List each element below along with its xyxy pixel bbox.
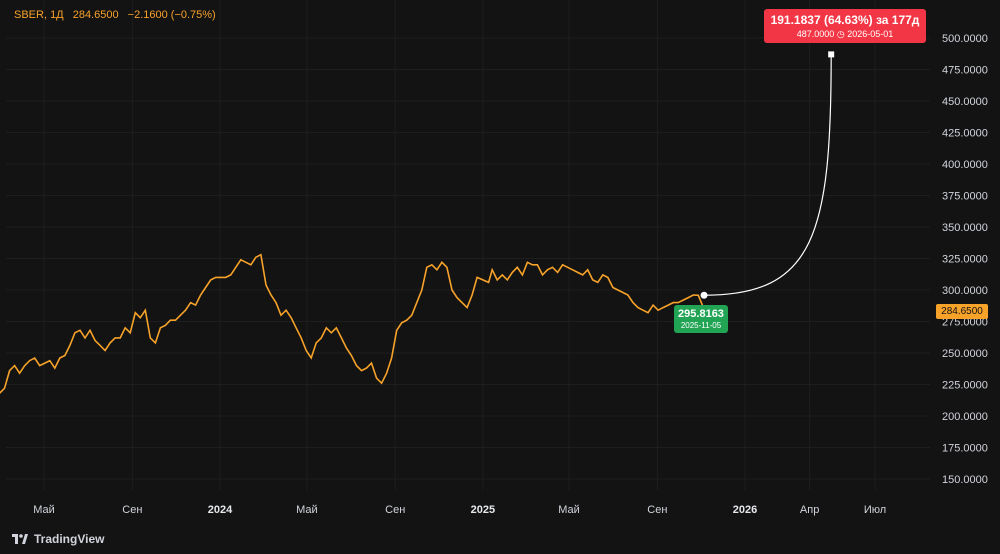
x-axis: Май Сен 2024 Май Сен 2025 Май Сен 2026 Апр Июл <box>33 504 886 516</box>
y-tick-label: 275.0000 <box>942 317 988 329</box>
y-tick-label: 400.0000 <box>942 159 988 171</box>
legend-change: −2.1600 (−0.75%) <box>127 9 216 21</box>
y-tick-label: 300.0000 <box>942 285 988 297</box>
measure-curve[interactable] <box>704 54 832 296</box>
measure-start-label[interactable]: 295.8163 2025-11-05 <box>674 305 728 333</box>
y-tick-label: 150.0000 <box>942 474 988 486</box>
measure-target-date: 2026-05-01 <box>847 29 894 39</box>
y-tick-label: 500.0000 <box>942 33 988 45</box>
y-axis: 150.0000 175.0000 200.0000 225.0000 250.0000… <box>942 33 988 486</box>
brand-name: TradingView <box>34 532 105 546</box>
measure-start-price: 295.8163 <box>678 308 724 320</box>
measure-start-point[interactable] <box>700 291 708 299</box>
y-tick-label: 175.0000 <box>942 443 988 455</box>
x-tick-label: Сен <box>122 504 142 516</box>
x-tick-label: 2026 <box>733 504 757 516</box>
legend-ticker: SBER, 1Д <box>14 9 64 21</box>
y-tick-label: 375.0000 <box>942 191 988 203</box>
y-tick-label: 475.0000 <box>942 65 988 77</box>
measure-result-label[interactable]: 191.1837 (64.63%) за 177д 487.0000 ◷ 202… <box>764 9 926 43</box>
x-tick-label: 2024 <box>208 504 233 516</box>
tradingview-brand[interactable]: TradingView <box>12 532 104 546</box>
y-tick-label: 450.0000 <box>942 96 988 108</box>
clock-icon: ◷ <box>836 29 845 39</box>
y-tick-label: 225.0000 <box>942 380 988 392</box>
price-series-line <box>0 253 710 395</box>
measure-end-marker[interactable] <box>828 51 835 58</box>
y-tick-label: 250.0000 <box>942 348 988 360</box>
x-tick-label: Май <box>296 504 318 516</box>
ticker-legend: SBER, 1Д 284.6500 −2.1600 (−0.75%) <box>14 9 222 21</box>
x-tick-label: Июл <box>864 504 886 516</box>
measure-headline: 191.1837 (64.63%) за 177д <box>770 13 920 27</box>
x-tick-label: 2025 <box>471 504 495 516</box>
measure-start-date: 2025-11-05 <box>680 321 722 330</box>
y-tick-label: 425.0000 <box>942 128 988 140</box>
y-tick-label: 200.0000 <box>942 411 988 423</box>
measure-target: 487.0000 ◷ 2026-05-01 <box>764 29 926 40</box>
x-tick-label: Май <box>558 504 580 516</box>
tradingview-logo-icon <box>12 534 28 544</box>
measure-target-price: 487.0000 <box>796 29 835 39</box>
x-tick-label: Сен <box>647 504 667 516</box>
chart-grid <box>6 0 930 490</box>
x-tick-label: Май <box>33 504 55 516</box>
x-tick-label: Апр <box>800 504 819 516</box>
y-tick-label: 325.0000 <box>942 254 988 266</box>
y-tick-label: 350.0000 <box>942 222 988 234</box>
legend-close: 284.6500 <box>72 9 119 21</box>
last-price-badge: 284.6500 <box>936 304 988 319</box>
x-tick-label: Сен <box>385 504 405 516</box>
